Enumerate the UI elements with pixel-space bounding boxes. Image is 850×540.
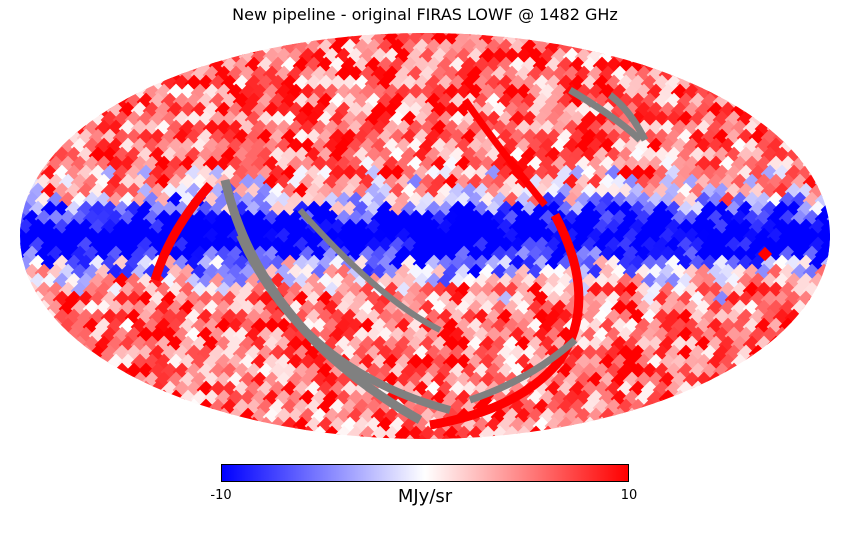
colorbar-min-label: -10 bbox=[210, 488, 232, 503]
scan-overlay bbox=[150, 86, 773, 430]
map-pixels bbox=[20, 33, 830, 439]
colorbar bbox=[221, 464, 629, 482]
colorbar-unit-label: MJy/sr bbox=[397, 486, 453, 507]
map-title: New pipeline - original FIRAS LOWF @ 148… bbox=[232, 5, 618, 24]
colorbar-max-label: 10 bbox=[620, 488, 638, 503]
